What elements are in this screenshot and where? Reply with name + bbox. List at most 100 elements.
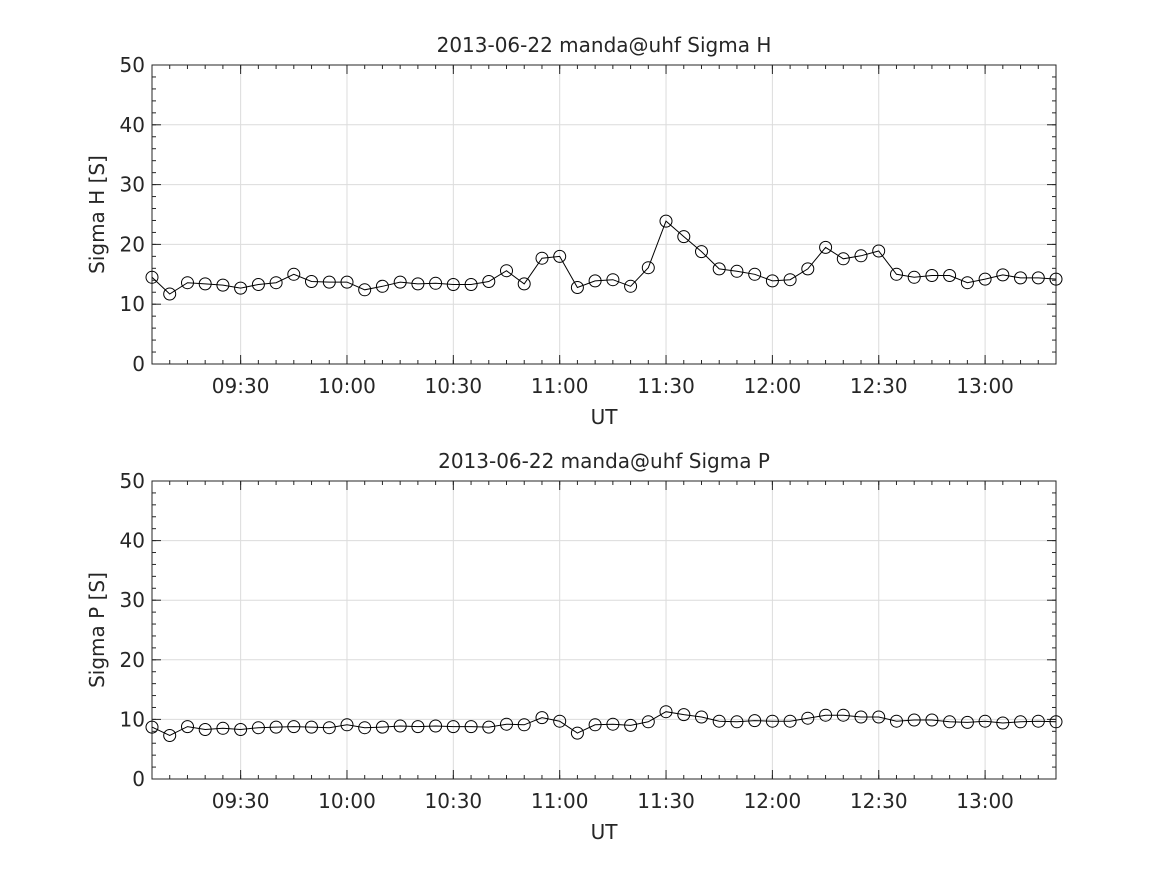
data-point: [429, 719, 443, 733]
x-axis-label: UT: [591, 405, 619, 429]
data-point: [340, 718, 354, 732]
data-point: [198, 723, 212, 736]
data-point: [659, 214, 673, 228]
data-point: [783, 273, 797, 287]
x-tick-label: 13:00: [956, 789, 1014, 813]
data-point: [712, 262, 726, 276]
data-point: [358, 721, 372, 735]
data-point: [216, 278, 230, 292]
data-point: [765, 274, 779, 288]
x-tick-label: 11:30: [637, 374, 695, 398]
data-point: [978, 714, 992, 728]
data-point: [872, 710, 886, 724]
data-point: [695, 710, 708, 724]
data-point: [553, 249, 567, 263]
data-point: [198, 277, 212, 291]
data-point: [145, 270, 159, 284]
data-point: [801, 262, 815, 276]
data-point: [163, 287, 177, 301]
data-point: [606, 273, 620, 287]
data-point: [1014, 271, 1027, 285]
data-point: [181, 276, 194, 290]
data-point: [535, 711, 549, 725]
data-point: [996, 716, 1010, 730]
data-point: [251, 278, 265, 291]
x-tick-label: 11:30: [637, 789, 695, 813]
data-point: [925, 269, 939, 282]
data-point: [890, 267, 903, 281]
x-tick-label: 12:30: [850, 374, 908, 398]
data-point: [960, 276, 974, 290]
y-tick-label: 20: [120, 232, 145, 256]
data-point: [890, 714, 903, 728]
data-point: [1014, 715, 1027, 729]
data-point: [765, 714, 779, 728]
data-point: [464, 720, 478, 734]
x-tick-label: 12:00: [744, 374, 802, 398]
x-tick-label: 10:30: [425, 374, 483, 398]
data-point: [269, 720, 283, 734]
data-point: [322, 275, 336, 289]
data-point: [801, 711, 815, 725]
data-point: [748, 714, 762, 728]
data-point: [251, 721, 265, 735]
data-point: [446, 278, 460, 291]
axes-box: [151, 480, 1057, 780]
data-point: [375, 279, 389, 293]
data-point: [287, 720, 301, 734]
data-point: [322, 721, 336, 735]
data-point: [943, 715, 957, 729]
y-tick-label: 10: [120, 707, 145, 731]
data-point: [606, 717, 620, 731]
data-point: [393, 719, 407, 733]
y-tick-label: 30: [120, 173, 145, 197]
data-point: [1049, 715, 1063, 729]
data-point: [819, 240, 833, 254]
axes-box: [151, 64, 1057, 365]
data-point: [358, 283, 372, 297]
data-point: [960, 715, 974, 729]
y-axis-label: Sigma P [S]: [85, 572, 109, 688]
data-point: [517, 718, 531, 732]
y-tick-label: 0: [132, 352, 145, 376]
data-point: [269, 276, 283, 290]
data-point: [624, 718, 638, 732]
data-point: [553, 714, 567, 728]
data-point: [305, 275, 318, 288]
y-tick-label: 40: [120, 113, 145, 137]
data-point: [712, 714, 726, 728]
data-point: [305, 720, 318, 734]
data-point: [517, 277, 531, 291]
data-point: [1031, 271, 1045, 285]
x-tick-label: 10:00: [318, 789, 376, 813]
y-tick-label: 10: [120, 292, 145, 316]
data-point: [907, 713, 921, 727]
data-point: [907, 270, 921, 284]
data-point: [978, 272, 992, 286]
data-point: [1031, 714, 1045, 728]
data-point: [287, 267, 301, 281]
data-point: [145, 720, 159, 734]
data-point: [429, 276, 443, 290]
data-point: [181, 720, 194, 734]
data-point: [836, 252, 850, 266]
data-point: [482, 720, 496, 734]
data-point: [695, 245, 708, 259]
data-point: [535, 251, 549, 265]
data-point: [836, 708, 850, 722]
data-point: [411, 277, 425, 291]
x-tick-label: 11:00: [531, 374, 589, 398]
y-tick-label: 20: [120, 648, 145, 672]
data-point: [500, 717, 513, 731]
data-point: [163, 729, 177, 742]
y-tick-label: 0: [132, 767, 145, 791]
data-point: [375, 720, 389, 734]
data-point: [624, 279, 638, 293]
data-point: [482, 275, 496, 288]
data-point: [996, 268, 1010, 282]
data-point: [234, 281, 248, 295]
data-point: [730, 264, 744, 278]
data-point: [641, 261, 655, 275]
x-tick-label: 12:00: [744, 789, 802, 813]
